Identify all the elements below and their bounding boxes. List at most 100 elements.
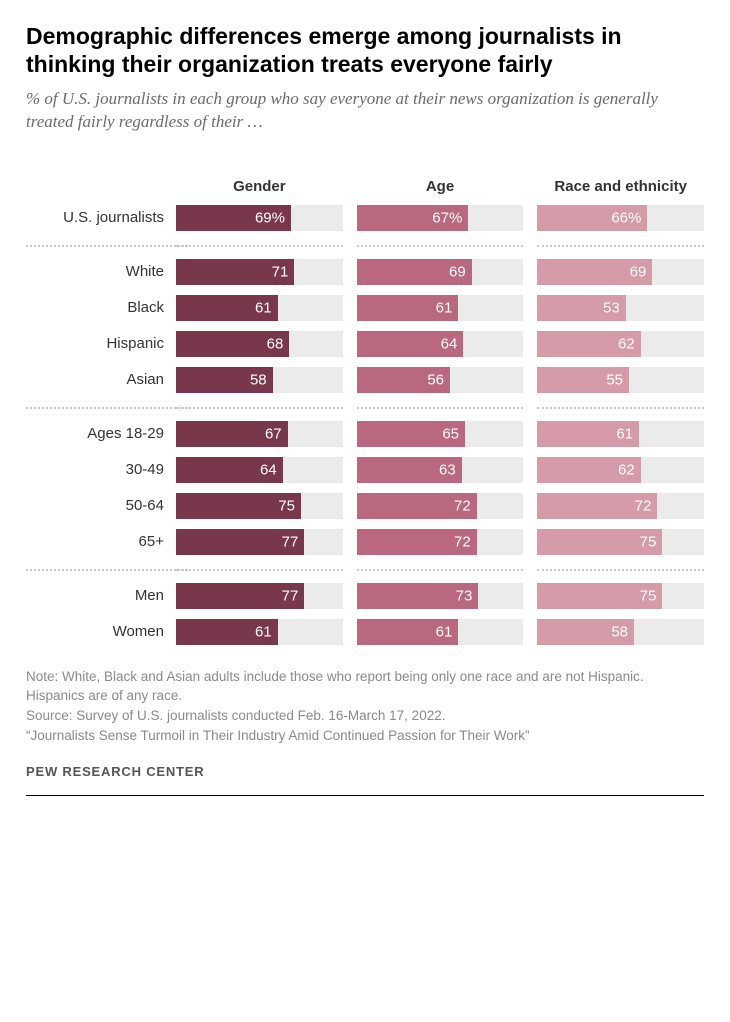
bar-fill: 75 bbox=[176, 493, 301, 519]
bar-fill: 68 bbox=[176, 331, 289, 357]
bar-value: 69% bbox=[255, 209, 285, 226]
column-header: Age bbox=[357, 162, 524, 200]
column-header: Gender bbox=[176, 162, 343, 200]
bar-row: 56 bbox=[357, 362, 524, 398]
bar-value: 58 bbox=[611, 623, 628, 640]
bar-fill: 77 bbox=[176, 583, 304, 609]
attribution: PEW RESEARCH CENTER bbox=[26, 764, 704, 779]
series-race: Race and ethnicity66%6953625561627275755… bbox=[537, 162, 704, 650]
bar-track: 58 bbox=[537, 619, 704, 645]
bar-fill: 62 bbox=[537, 331, 640, 357]
bar-value: 64 bbox=[441, 335, 458, 352]
bar-row: 69% bbox=[176, 200, 343, 236]
bar-fill: 58 bbox=[176, 367, 273, 393]
bar-row: 69 bbox=[537, 254, 704, 290]
bar-fill: 56 bbox=[357, 367, 450, 393]
bar-value: 75 bbox=[640, 533, 657, 550]
bar-row: 67 bbox=[176, 416, 343, 452]
bar-value: 61 bbox=[436, 299, 453, 316]
bar-fill: 73 bbox=[357, 583, 479, 609]
note-text: Note: White, Black and Asian adults incl… bbox=[26, 668, 704, 706]
bar-track: 55 bbox=[537, 367, 704, 393]
bar-fill: 62 bbox=[537, 457, 640, 483]
chart-notes: Note: White, Black and Asian adults incl… bbox=[26, 668, 704, 746]
bar-value: 73 bbox=[456, 587, 473, 604]
bar-row: 63 bbox=[357, 452, 524, 488]
bar-track: 73 bbox=[357, 583, 524, 609]
row-label: Women bbox=[26, 614, 176, 650]
bar-track: 72 bbox=[537, 493, 704, 519]
bar-value: 72 bbox=[454, 533, 471, 550]
bar-value: 61 bbox=[255, 623, 272, 640]
bar-fill: 61 bbox=[357, 619, 459, 645]
bar-row: 64 bbox=[176, 452, 343, 488]
bar-value: 72 bbox=[635, 497, 652, 514]
row-label: 30-49 bbox=[26, 452, 176, 488]
bar-value: 61 bbox=[436, 623, 453, 640]
bar-row: 58 bbox=[537, 614, 704, 650]
bar-track: 75 bbox=[537, 529, 704, 555]
bars-area: Gender 69% 71 61 68 58 67 64 75 77 77 61 Age 67% 69 61 6… bbox=[176, 162, 704, 650]
bar-fill: 71 bbox=[176, 259, 294, 285]
bar-fill: 61 bbox=[537, 421, 639, 447]
bar-fill: 64 bbox=[176, 457, 283, 483]
bar-track: 75 bbox=[176, 493, 343, 519]
bar-track: 61 bbox=[357, 619, 524, 645]
bar-track: 66% bbox=[537, 205, 704, 231]
bar-row: 69 bbox=[357, 254, 524, 290]
footer-rule bbox=[26, 795, 704, 796]
bar-fill: 75 bbox=[537, 583, 662, 609]
bar-fill: 67 bbox=[176, 421, 288, 447]
bar-track: 65 bbox=[357, 421, 524, 447]
bar-track: 72 bbox=[357, 529, 524, 555]
bar-track: 64 bbox=[357, 331, 524, 357]
bar-value: 68 bbox=[267, 335, 284, 352]
bar-track: 69 bbox=[357, 259, 524, 285]
bar-track: 68 bbox=[176, 331, 343, 357]
bar-track: 62 bbox=[537, 331, 704, 357]
bar-track: 77 bbox=[176, 529, 343, 555]
bar-row: 75 bbox=[176, 488, 343, 524]
bar-track: 67 bbox=[176, 421, 343, 447]
bar-value: 58 bbox=[250, 371, 267, 388]
bar-value: 75 bbox=[278, 497, 295, 514]
bar-fill: 63 bbox=[357, 457, 462, 483]
bar-value: 67% bbox=[432, 209, 462, 226]
bar-track: 64 bbox=[176, 457, 343, 483]
bar-value: 67 bbox=[265, 425, 282, 442]
bar-fill: 72 bbox=[357, 529, 477, 555]
bar-row: 73 bbox=[357, 578, 524, 614]
bar-fill: 61 bbox=[357, 295, 459, 321]
chart-title: Demographic differences emerge among jou… bbox=[26, 22, 704, 78]
bar-track: 61 bbox=[176, 619, 343, 645]
bar-fill: 65 bbox=[357, 421, 465, 447]
bar-value: 69 bbox=[630, 263, 647, 280]
bar-value: 64 bbox=[260, 461, 277, 478]
bar-track: 62 bbox=[537, 457, 704, 483]
bar-fill: 72 bbox=[357, 493, 477, 519]
bar-row: 66% bbox=[537, 200, 704, 236]
row-label: 65+ bbox=[26, 524, 176, 560]
bar-track: 63 bbox=[357, 457, 524, 483]
row-label: U.S. journalists bbox=[26, 200, 176, 236]
bar-row: 72 bbox=[357, 488, 524, 524]
bar-row: 61 bbox=[176, 614, 343, 650]
bar-value: 71 bbox=[272, 263, 289, 280]
bar-value: 75 bbox=[640, 587, 657, 604]
bar-row: 77 bbox=[176, 578, 343, 614]
row-label: Asian bbox=[26, 362, 176, 398]
bar-row: 61 bbox=[357, 290, 524, 326]
bar-row: 68 bbox=[176, 326, 343, 362]
bar-fill: 66% bbox=[537, 205, 647, 231]
bar-value: 56 bbox=[427, 371, 444, 388]
bar-row: 67% bbox=[357, 200, 524, 236]
bar-track: 56 bbox=[357, 367, 524, 393]
bar-track: 67% bbox=[357, 205, 524, 231]
bar-row: 71 bbox=[176, 254, 343, 290]
bar-value: 62 bbox=[618, 461, 635, 478]
bar-fill: 64 bbox=[357, 331, 464, 357]
bar-row: 77 bbox=[176, 524, 343, 560]
bar-value: 77 bbox=[282, 533, 299, 550]
bar-value: 61 bbox=[255, 299, 272, 316]
bar-fill: 77 bbox=[176, 529, 304, 555]
